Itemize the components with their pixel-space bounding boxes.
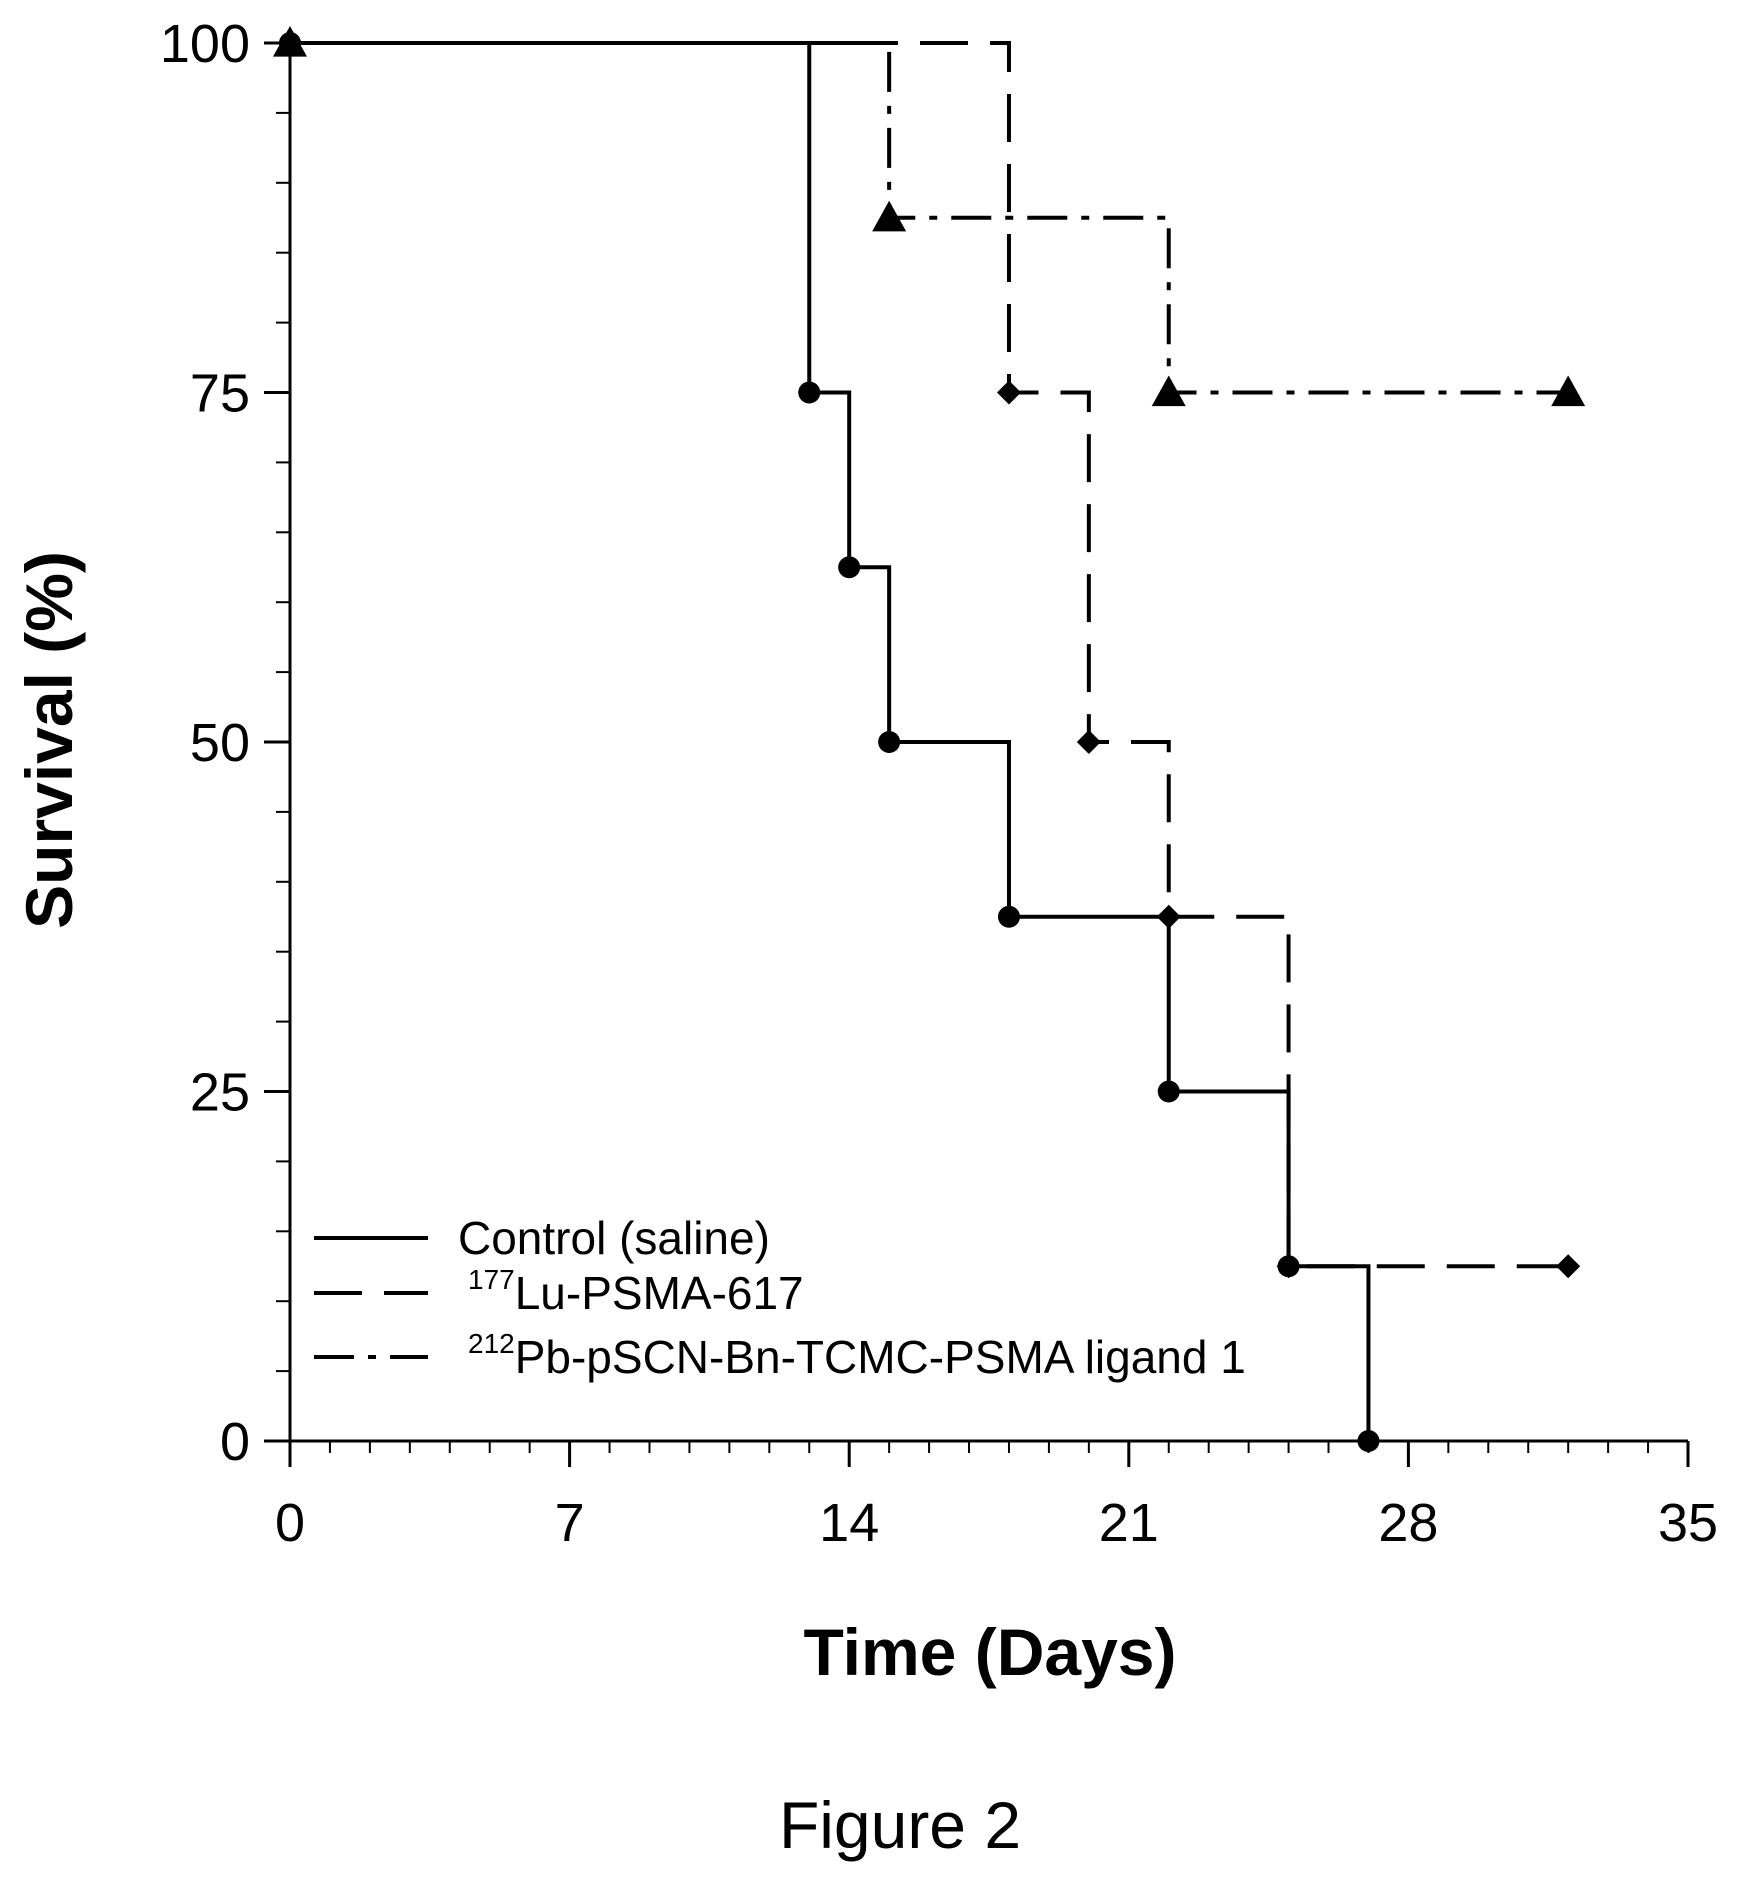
x-tick-label: 35: [1658, 1493, 1718, 1553]
y-tick-label: 100: [160, 14, 250, 74]
legend-label-superscript: 212: [468, 1328, 515, 1359]
y-tick-label: 0: [220, 1412, 250, 1472]
x-tick-label: 0: [275, 1493, 305, 1553]
x-tick-label: 7: [555, 1493, 585, 1553]
x-tick-label: 21: [1099, 1493, 1159, 1553]
series-line-3: [290, 41, 1569, 395]
y-tick-label: 25: [190, 1063, 250, 1123]
markers-layer: [273, 26, 1586, 1452]
tick-labels: 0 7 14 21 28 35 0 25 50 75 100: [160, 14, 1718, 1553]
circle-marker: [1357, 1430, 1380, 1452]
series-layer: [290, 41, 1569, 1441]
triangle-marker: [273, 26, 307, 57]
legend-label-3: 212Pb-pSCN-Bn-TCMC-PSMA ligand 1: [468, 1328, 1246, 1383]
triangle-marker: [872, 200, 907, 232]
diamond-marker: [996, 380, 1021, 405]
x-axis-title: Time (Days): [804, 1615, 1177, 1689]
circle-marker: [838, 556, 861, 579]
triangle-marker: [1551, 375, 1586, 407]
series-line-1: [290, 41, 1371, 1441]
triangle-marker: [1151, 375, 1186, 407]
legend-label-2: 177Lu-PSMA-617: [468, 1264, 804, 1319]
diamond-marker: [1556, 1254, 1581, 1279]
figure-caption: Figure 2: [779, 1788, 1021, 1862]
legend-label-text: Lu-PSMA-617: [515, 1267, 804, 1319]
circle-marker: [1157, 1080, 1180, 1103]
circle-marker: [798, 381, 821, 404]
y-axis-title: Survival (%): [12, 551, 86, 929]
x-tick-label: 14: [819, 1493, 879, 1553]
diamond-marker: [1156, 904, 1181, 929]
legend-label-superscript: 177: [468, 1264, 515, 1295]
circle-marker: [997, 905, 1020, 928]
x-tick-label: 28: [1378, 1493, 1438, 1553]
legend-label-1: Control (saline): [458, 1212, 770, 1264]
legend: Control (saline)177Lu-PSMA-617212Pb-pSCN…: [314, 1212, 1246, 1383]
diamond-marker: [1076, 730, 1101, 754]
y-tick-label: 75: [190, 364, 250, 424]
series-line-2: [290, 41, 1569, 1269]
y-tick-label: 50: [190, 713, 250, 773]
diamond-marker: [1276, 1254, 1301, 1279]
legend-label-text: Pb-pSCN-Bn-TCMC-PSMA ligand 1: [515, 1331, 1246, 1383]
circle-marker: [878, 731, 901, 753]
